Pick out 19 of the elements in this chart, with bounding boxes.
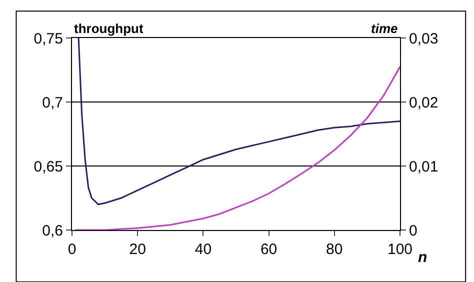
y2-tick-label: 0,03 — [409, 30, 438, 48]
x-tick-label: 60 — [260, 241, 278, 258]
y2-tick-label: 0 — [409, 222, 418, 240]
x-tick-label: 0 — [68, 241, 76, 258]
x-tick-label: 80 — [326, 241, 343, 258]
x-tick-label: 100 — [387, 241, 413, 258]
y-tick-label: 0,7 — [42, 94, 63, 112]
line-series — [74, 66, 400, 230]
line-series — [78, 38, 400, 206]
y2-axis-title: time — [371, 21, 398, 36]
y-tick-label: 0,65 — [34, 158, 63, 176]
x-axis-title: n — [418, 249, 428, 266]
y2-tick-label: 0,02 — [409, 94, 438, 112]
y-tick-label: 0,75 — [34, 30, 63, 48]
x-tick-label: 20 — [129, 241, 146, 258]
x-tick-label: 40 — [194, 241, 212, 258]
y-axis-title: throughput — [74, 21, 144, 36]
y-tick-label: 0,6 — [42, 222, 63, 240]
y2-tick-label: 0,01 — [409, 158, 438, 176]
